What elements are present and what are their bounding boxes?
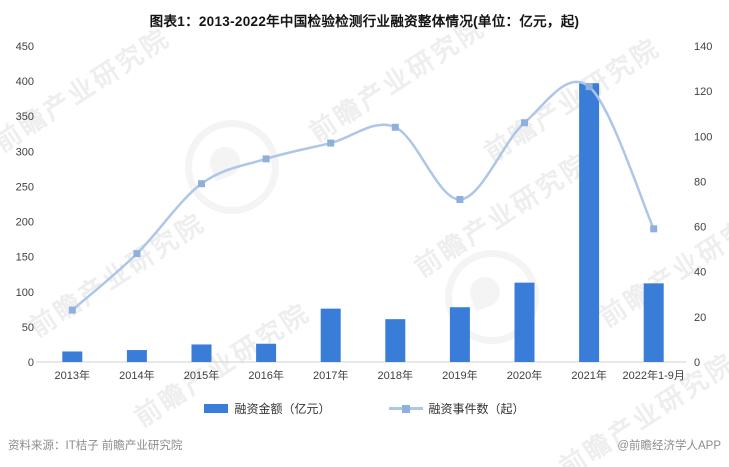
x-axis-label-2: 2015年 [184,368,219,382]
line-marker-2016年 [262,155,270,163]
left-axis-tick-350: 350 [16,111,34,123]
line-marker-icon [401,404,410,413]
right-axis-tick-80: 80 [694,176,706,188]
chart-canvas: 0 50 100 150 200 250 300 350 400 450 0 20 40 60 80 100 1… [16,41,713,382]
bar-2013年 [62,351,83,362]
x-axis-label-7: 2020年 [507,368,542,382]
line-marker-2014年 [133,250,141,258]
line-marker-2017年 [327,139,335,147]
line-marker-2020年 [521,119,528,127]
left-axis-tick-450: 450 [16,41,34,53]
legend-item-line: 融资事件数（起） [388,400,525,417]
line-series-label: 融资事件数（起） [428,402,525,416]
line-marker-2013年 [68,306,76,314]
x-axis-label-1: 2014年 [119,368,154,382]
x-axis-label-5: 2018年 [378,368,413,382]
left-axis-tick-50: 50 [22,322,34,334]
line-marker-2019年 [456,195,464,203]
right-axis-tick-60: 60 [694,222,706,234]
x-axis-label-6: 2019年 [442,368,477,382]
legend-item-bar: 融资金额（亿元） [204,400,331,417]
x-axis-label-0: 2013年 [55,368,90,382]
line-marker-2022年1-9月 [650,225,658,233]
left-axis-tick-250: 250 [16,181,34,193]
right-axis-tick-120: 120 [694,86,712,98]
chart-title: 图表1：2013-2022年中国检验检测行业融资整体情况(单位：亿元，起) [149,14,580,29]
left-axis-tick-0: 0 [28,357,34,369]
left-axis-tick-300: 300 [16,146,34,158]
x-axis-label-4: 2017年 [313,368,348,382]
bar-2022年1-9月 [643,283,664,362]
x-axis-label-8: 2021年 [571,368,606,382]
right-axis-tick-100: 100 [694,131,712,143]
bar-2018年 [385,319,406,362]
bar-series-swatch [204,404,229,413]
right-axis-tick-0: 0 [694,357,700,369]
line-series-path [71,80,655,312]
right-axis-tick-20: 20 [694,312,706,324]
bar-2016年 [256,343,277,362]
right-axis-tick-140: 140 [694,41,712,53]
bar-2020年 [514,282,535,362]
bar-2019年 [449,307,470,362]
line-marker-2021年 [585,83,593,91]
bar-2017年 [320,308,341,362]
credit-text: @前瞻经济学人APP [617,440,721,452]
x-axis-label-9: 2022年1-9月 [623,368,685,382]
bar-2015年 [191,344,212,362]
left-axis-tick-100: 100 [16,287,34,299]
left-axis-tick-200: 200 [16,217,34,229]
line-series-swatch [388,404,423,413]
left-axis-tick-400: 400 [16,76,34,88]
bar-2021年 [579,83,600,363]
chart-legend: 融资金额（亿元） 融资事件数（起） [0,400,729,417]
right-axis-tick-40: 40 [694,267,706,279]
line-marker-2018年 [391,123,399,131]
source-text: 资料来源：IT桔子 前瞻产业研究院 [8,440,183,452]
bar-2014年 [126,350,147,362]
line-marker-2015年 [198,180,205,188]
footer: 资料来源：IT桔子 前瞻产业研究院 @前瞻经济学人APP [8,437,721,453]
x-axis-label-3: 2016年 [248,368,283,382]
left-axis-tick-150: 150 [16,252,34,264]
bar-series-label: 融资金额（亿元） [234,402,331,416]
